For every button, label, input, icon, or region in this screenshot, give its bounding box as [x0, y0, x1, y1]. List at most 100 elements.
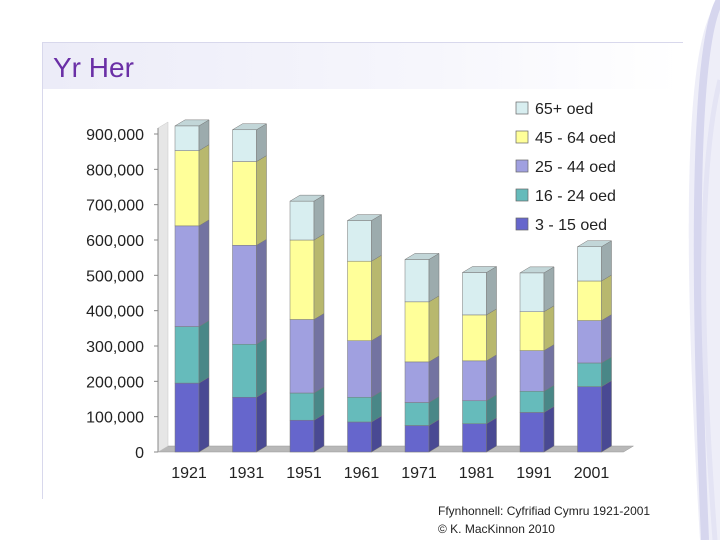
- bar-segment: [519, 266, 555, 313]
- x-tick-label: 1991: [516, 465, 552, 482]
- bar-front: [289, 419, 315, 453]
- bar-front: [519, 412, 545, 453]
- bar-front: [232, 161, 257, 246]
- x-tick-label: 2001: [574, 465, 610, 482]
- chart-side-wall: [157, 121, 169, 453]
- bar-segment: [519, 344, 555, 392]
- y-tick-label: 0: [135, 445, 144, 462]
- source-line: Ffynhonnell: Cyfrifiad Cymru 1921-2001: [438, 504, 651, 518]
- y-axis: 0 100,000 200,000 300,000 400,000 500,000 600,…: [86, 127, 159, 462]
- bar-segment: [289, 386, 325, 421]
- bar-front: [289, 319, 315, 394]
- bar-segment: [346, 214, 383, 262]
- bar-segment: [519, 405, 555, 453]
- legend-swatch: [515, 217, 529, 231]
- bar-front: [404, 425, 430, 453]
- slide-frame: [42, 42, 683, 499]
- bar-side: [601, 240, 612, 282]
- bar-front: [462, 314, 487, 362]
- bar-top: [519, 266, 555, 274]
- bar-top: [346, 214, 383, 221]
- bar-segment: [577, 380, 612, 453]
- bar-front: [462, 272, 487, 316]
- y-tick-label: 100,000: [86, 410, 144, 427]
- legend-swatch: [515, 101, 529, 115]
- bar-top: [461, 266, 498, 273]
- bar-segment: [347, 415, 382, 453]
- bar-front: [577, 386, 602, 453]
- bar-top: [576, 240, 613, 247]
- bar-segment: [462, 394, 497, 425]
- bar-side: [601, 314, 612, 364]
- bar-front: [519, 350, 545, 392]
- bar-side: [601, 274, 612, 322]
- bar-segment: [462, 417, 497, 453]
- bar-front: [577, 280, 602, 321]
- y-tick-label: 900,000: [86, 127, 144, 144]
- source-note: Ffynhonnell: Cyfrifiad Cymru 1921-2001 ©…: [438, 502, 650, 538]
- bar-side: [313, 313, 325, 394]
- bar-front: [404, 402, 430, 426]
- bar-side: [313, 233, 325, 320]
- bar-side: [543, 405, 555, 453]
- bar-segment: [576, 240, 613, 282]
- legend-swatch: [515, 130, 529, 144]
- bar-segment: [577, 274, 612, 322]
- bar-front: [347, 220, 372, 262]
- bar-segment: [461, 266, 498, 316]
- bar-segment: [519, 305, 555, 352]
- bar-side: [198, 144, 210, 227]
- y-tick-label: 200,000: [86, 374, 144, 391]
- bar-segment: [232, 390, 267, 453]
- bar-segment: [232, 155, 267, 246]
- bar-segment: [289, 313, 325, 394]
- bar-segment: [577, 314, 612, 364]
- bar-segment: [232, 337, 267, 398]
- bar-front: [347, 396, 372, 423]
- bar-side: [371, 254, 382, 342]
- bar-segment: [347, 334, 382, 398]
- x-tick-label: 1931: [229, 465, 265, 482]
- x-tick-label: 1951: [286, 465, 322, 482]
- bar-front: [347, 340, 372, 398]
- bar-front: [232, 343, 257, 398]
- bar-front: [174, 326, 200, 384]
- bar-side: [543, 305, 555, 352]
- bar-front: [232, 245, 257, 345]
- decorative-arcs: [688, 0, 720, 540]
- bar-segment: [404, 295, 440, 363]
- stacked-bar-chart: 0 100,000 200,000 300,000 400,000 500,000 600,…: [86, 101, 635, 482]
- x-tick-label: 1971: [401, 465, 437, 482]
- bar-side: [486, 308, 497, 362]
- bar-segment: [174, 376, 210, 453]
- bar-side: [371, 415, 382, 453]
- bar-front: [174, 150, 200, 227]
- legend-label: 65+ oed: [535, 101, 593, 118]
- bar-side: [428, 295, 440, 363]
- bar-side: [313, 194, 325, 241]
- chart-back-walls: [157, 121, 635, 453]
- bar-side: [486, 354, 497, 402]
- bar-side: [313, 413, 325, 453]
- legend-swatch: [515, 188, 529, 202]
- bar-segment: [174, 320, 210, 384]
- bar-side: [198, 320, 210, 384]
- bar-side: [486, 266, 497, 316]
- bar-front: [519, 390, 545, 413]
- bar-segment: [232, 238, 267, 345]
- legend-label: 25 - 44 oed: [535, 159, 616, 176]
- title-band: [43, 43, 680, 89]
- bar-top: [231, 123, 268, 131]
- y-tick-label: 800,000: [86, 162, 144, 179]
- bar-segment: [404, 396, 440, 426]
- x-tick-label: 1981: [459, 465, 495, 482]
- bar-side: [371, 334, 382, 398]
- bar-front: [577, 246, 602, 282]
- bar-front: [404, 301, 430, 363]
- bar-segment: [462, 308, 497, 362]
- bar-segment: [174, 219, 210, 328]
- y-tick-label: 700,000: [86, 198, 144, 215]
- y-tick-label: 500,000: [86, 268, 144, 285]
- chart-floor: [157, 445, 635, 453]
- bar-segment: [577, 356, 612, 388]
